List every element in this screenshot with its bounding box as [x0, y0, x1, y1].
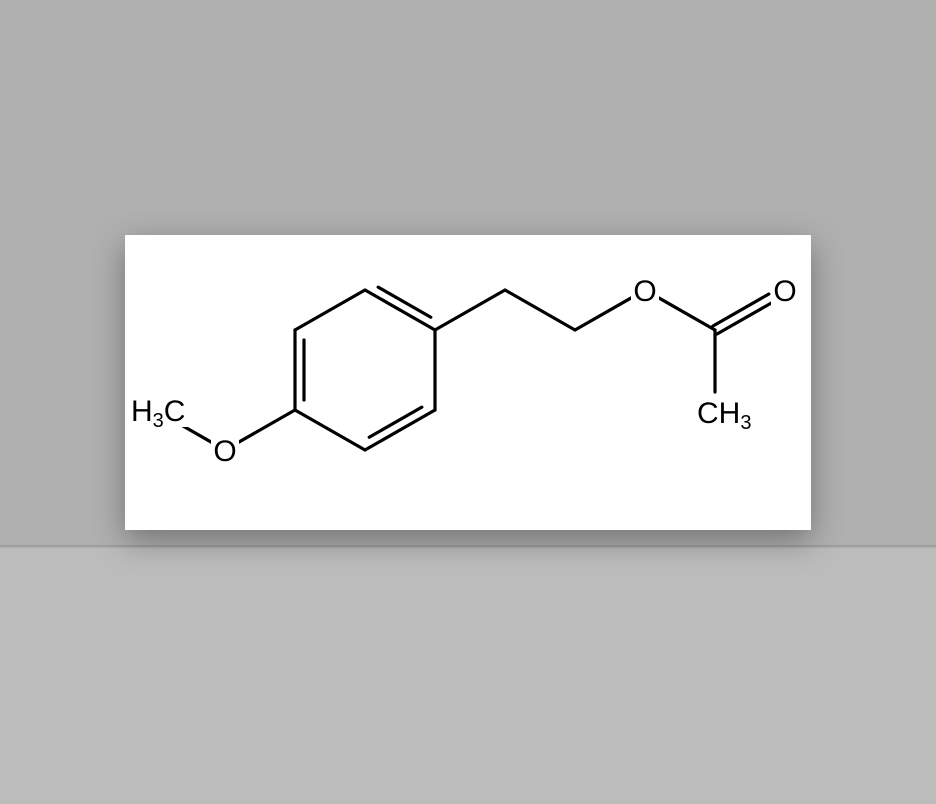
svg-text:O: O — [773, 275, 796, 308]
backdrop-lower — [0, 548, 936, 804]
svg-text:O: O — [213, 435, 236, 468]
structure-panel: OOOCH3H3C — [125, 235, 811, 530]
molecule-svg: OOOCH3H3C — [125, 235, 811, 530]
svg-text:O: O — [633, 275, 656, 308]
labels-group: OOOCH3H3C — [125, 273, 799, 468]
bonds-group — [179, 287, 773, 450]
horizon-line — [0, 545, 936, 548]
